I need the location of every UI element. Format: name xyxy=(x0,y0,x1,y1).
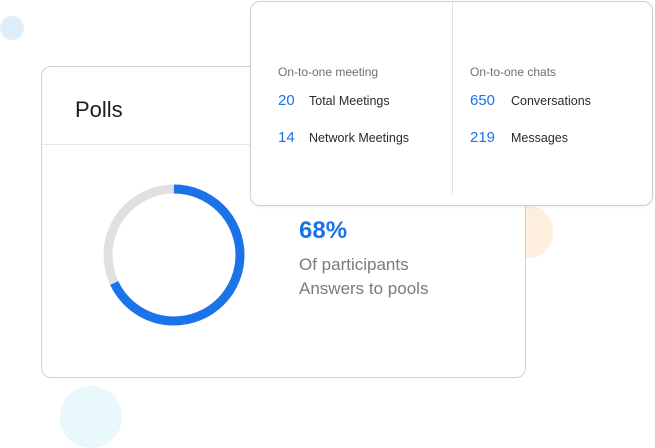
messages-value: 219 xyxy=(470,129,496,146)
total-meetings-value: 20 xyxy=(278,92,295,109)
polls-percent: 68% xyxy=(299,217,348,244)
conversations-label: Conversations xyxy=(511,94,591,108)
column-divider xyxy=(452,2,453,195)
meetings-chats-card: On-to-one meeting 20 Total Meetings 14 N… xyxy=(250,1,653,206)
donut-progress-arc xyxy=(103,184,245,326)
messages-label: Messages xyxy=(511,131,568,145)
decorative-circle-blue xyxy=(0,16,24,40)
polls-caption-line1: Of participants xyxy=(299,255,409,274)
polls-title: Polls xyxy=(75,97,123,122)
chats-heading: On-to-one chats xyxy=(470,65,557,79)
network-meetings-value: 14 xyxy=(278,129,295,146)
meetings-heading: On-to-one meeting xyxy=(278,65,379,79)
network-meetings-label: Network Meetings xyxy=(309,131,410,145)
polls-caption-line2: Answers to pools xyxy=(299,279,429,298)
total-meetings-label: Total Meetings xyxy=(309,94,390,108)
conversations-value: 650 xyxy=(470,92,496,109)
polls-donut-chart xyxy=(103,184,245,326)
decorative-circle-cyan xyxy=(60,386,122,448)
